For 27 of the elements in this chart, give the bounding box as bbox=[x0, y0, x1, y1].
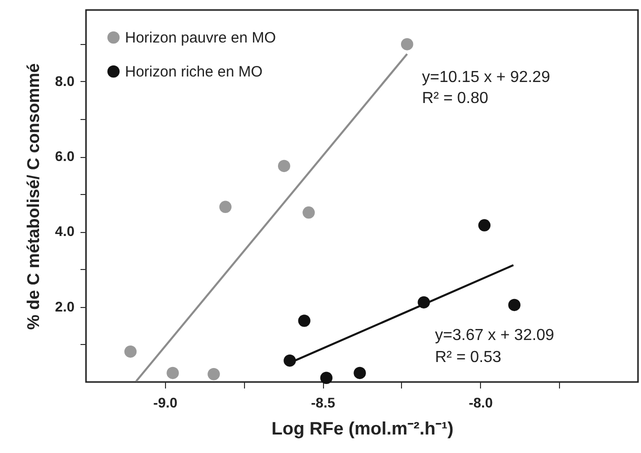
annotation: R² = 0.53 bbox=[435, 349, 502, 366]
y-tick-label: 2.0 bbox=[55, 298, 75, 314]
point bbox=[508, 298, 520, 312]
point bbox=[478, 219, 491, 232]
y-tick-label: 8.0 bbox=[55, 72, 75, 89]
point bbox=[219, 200, 232, 214]
legend-label: Horizon riche en MO bbox=[125, 64, 263, 80]
point bbox=[400, 38, 414, 50]
y-axis-title: % de C métabolisé/ C consommé bbox=[24, 63, 44, 330]
x-axis-title: Log RFe (mol.m⁻².h⁻¹) bbox=[272, 418, 454, 438]
annotation: y=3.67 x + 32.09 bbox=[435, 327, 554, 344]
point bbox=[302, 206, 315, 219]
x-tick-label: -9.0 bbox=[153, 394, 178, 410]
annotation: y=10.15 x + 92.29 bbox=[422, 69, 550, 86]
point bbox=[208, 368, 220, 380]
annotation: R² = 0.80 bbox=[422, 90, 488, 107]
point bbox=[278, 160, 290, 172]
y-tick-label: 6.0 bbox=[55, 148, 75, 164]
point bbox=[320, 372, 332, 384]
y-tick-label: 4.0 bbox=[55, 223, 75, 240]
point bbox=[166, 366, 179, 380]
point bbox=[354, 366, 366, 380]
x-tick-label: -8.0 bbox=[468, 394, 494, 410]
point bbox=[298, 314, 310, 327]
legend-label: Horizon pauvre en MO bbox=[125, 30, 276, 46]
x-tick-label: -8.5 bbox=[311, 394, 336, 410]
point bbox=[124, 345, 137, 358]
